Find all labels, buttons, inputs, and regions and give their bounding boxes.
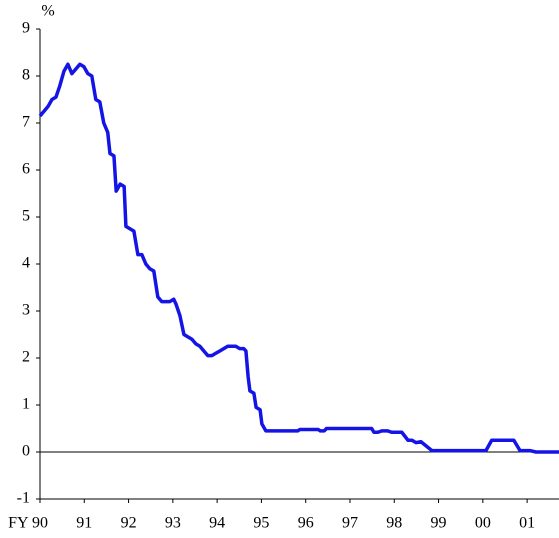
x-tick-label: FY 90 <box>8 515 48 532</box>
y-tick-label: -1 <box>17 490 30 507</box>
y-tick-label: 3 <box>22 302 30 319</box>
y-axis-unit: % <box>41 3 54 20</box>
x-tick-label: 99 <box>431 515 447 532</box>
y-tick-label: 5 <box>22 208 30 225</box>
x-tick-label: 94 <box>209 515 225 532</box>
y-tick-label: 2 <box>22 349 30 366</box>
x-tick-label: 91 <box>76 515 92 532</box>
x-tick-label: 92 <box>121 515 137 532</box>
y-tick-label: 0 <box>22 443 30 460</box>
x-tick-label: 01 <box>519 515 535 532</box>
data-line <box>38 62 559 454</box>
x-tick-label: 00 <box>475 515 491 532</box>
y-tick-label: 4 <box>22 255 30 272</box>
x-tick-label: 98 <box>386 515 402 532</box>
x-tick-label: 93 <box>165 515 181 532</box>
y-tick-label: 6 <box>22 161 30 178</box>
x-tick-label: 97 <box>342 515 358 532</box>
x-tick-label: 95 <box>253 515 269 532</box>
y-tick-label: 9 <box>22 20 30 37</box>
y-tick-label: 7 <box>22 114 30 131</box>
y-tick-label: 8 <box>22 67 30 84</box>
y-tick-label: 1 <box>22 396 30 413</box>
x-tick-label: 96 <box>298 515 314 532</box>
